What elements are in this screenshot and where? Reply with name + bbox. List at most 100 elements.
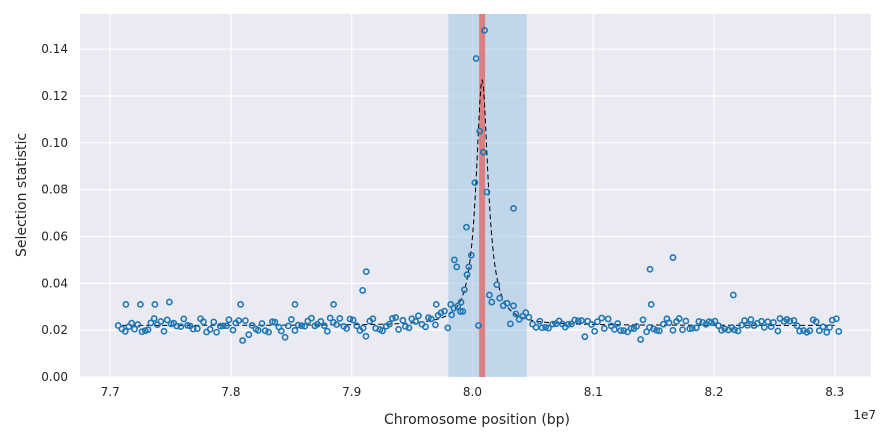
data-point — [510, 204, 517, 212]
y-tick-label: 0.06 — [41, 229, 68, 243]
data-point — [614, 320, 622, 327]
tick-labels: 7.7 7.8 7.9 8.0 8.1 8.2 8.3 0.00 0.02 0.04 0.06 0.0… — [41, 42, 844, 399]
data-point — [284, 322, 292, 330]
data-point — [695, 318, 703, 325]
data-point — [659, 320, 667, 328]
data-point — [708, 319, 715, 327]
x-tick-label: 8.2 — [704, 385, 723, 399]
data-point — [598, 314, 606, 322]
data-point — [731, 326, 738, 334]
x-tick-label: 8.1 — [584, 385, 603, 399]
data-point — [265, 328, 272, 336]
data-point — [568, 320, 575, 328]
data-point — [688, 324, 696, 332]
data-point — [819, 323, 827, 331]
data-point — [512, 310, 520, 318]
data-point — [823, 328, 831, 336]
x-axis-offset-label: 1e7 — [853, 408, 876, 422]
data-point — [432, 300, 440, 308]
x-tick-label: 7.8 — [221, 385, 240, 399]
data-point — [447, 300, 455, 308]
data-point — [465, 263, 473, 271]
data-point — [806, 327, 814, 335]
data-point — [610, 325, 618, 333]
data-point — [353, 322, 361, 330]
data-point — [388, 315, 396, 322]
data-point — [450, 256, 458, 264]
data-point — [815, 327, 823, 335]
data-point — [323, 327, 331, 335]
data-point — [715, 322, 722, 330]
data-point — [150, 315, 158, 322]
data-point — [646, 265, 654, 273]
data-point — [467, 251, 475, 259]
data-point — [333, 321, 340, 328]
data-point — [459, 308, 467, 315]
data-point — [362, 268, 370, 276]
data-point — [134, 321, 142, 328]
data-point — [362, 332, 370, 340]
data-point — [682, 317, 690, 325]
data-point — [291, 327, 299, 334]
data-point — [578, 317, 585, 324]
data-point — [485, 291, 493, 299]
data-point — [245, 331, 253, 339]
data-point — [476, 127, 484, 135]
data-point — [835, 328, 843, 335]
data-point — [291, 300, 299, 308]
data-point — [281, 333, 289, 341]
data-point — [549, 320, 557, 328]
data-point — [741, 317, 748, 324]
data-point — [826, 323, 834, 331]
y-tick-label: 0.10 — [41, 136, 68, 150]
data-point — [525, 313, 533, 321]
data-point — [488, 298, 496, 306]
data-point — [536, 317, 544, 325]
data-point — [620, 327, 628, 334]
selection-region-band — [448, 14, 527, 377]
data-point — [415, 312, 422, 320]
data-point — [496, 294, 504, 302]
data-point — [665, 319, 673, 327]
data-point — [213, 328, 220, 336]
data-point — [422, 323, 429, 331]
data-point — [248, 321, 256, 329]
data-point — [444, 324, 452, 332]
data-point — [271, 318, 279, 326]
data-point — [604, 315, 612, 323]
data-point — [581, 333, 589, 341]
data-point — [359, 286, 366, 294]
data-point — [747, 316, 755, 323]
data-point — [538, 324, 546, 332]
data-point — [151, 300, 159, 308]
data-point — [180, 315, 188, 323]
data-point — [786, 317, 794, 325]
x-tick-label: 7.9 — [342, 385, 361, 399]
data-point — [460, 286, 468, 294]
data-point — [812, 318, 820, 326]
data-point — [317, 318, 325, 325]
data-point — [386, 320, 393, 328]
data-point — [147, 319, 155, 327]
data-point — [369, 315, 377, 323]
data-point — [483, 188, 491, 196]
data-point — [588, 321, 595, 328]
data-point — [261, 327, 269, 335]
data-point — [545, 324, 552, 332]
data-point — [298, 322, 306, 330]
data-point — [493, 281, 501, 289]
data-point — [471, 179, 479, 187]
data-point — [457, 298, 465, 306]
data-point — [624, 328, 631, 336]
data-point — [481, 26, 488, 34]
data-point — [136, 300, 144, 308]
data-point — [653, 327, 661, 334]
data-point — [223, 322, 230, 330]
data-point — [457, 308, 464, 315]
data-point — [627, 325, 635, 332]
data-point — [157, 318, 165, 325]
data-point — [308, 314, 315, 322]
data-point — [675, 315, 683, 322]
data-point — [503, 299, 511, 307]
